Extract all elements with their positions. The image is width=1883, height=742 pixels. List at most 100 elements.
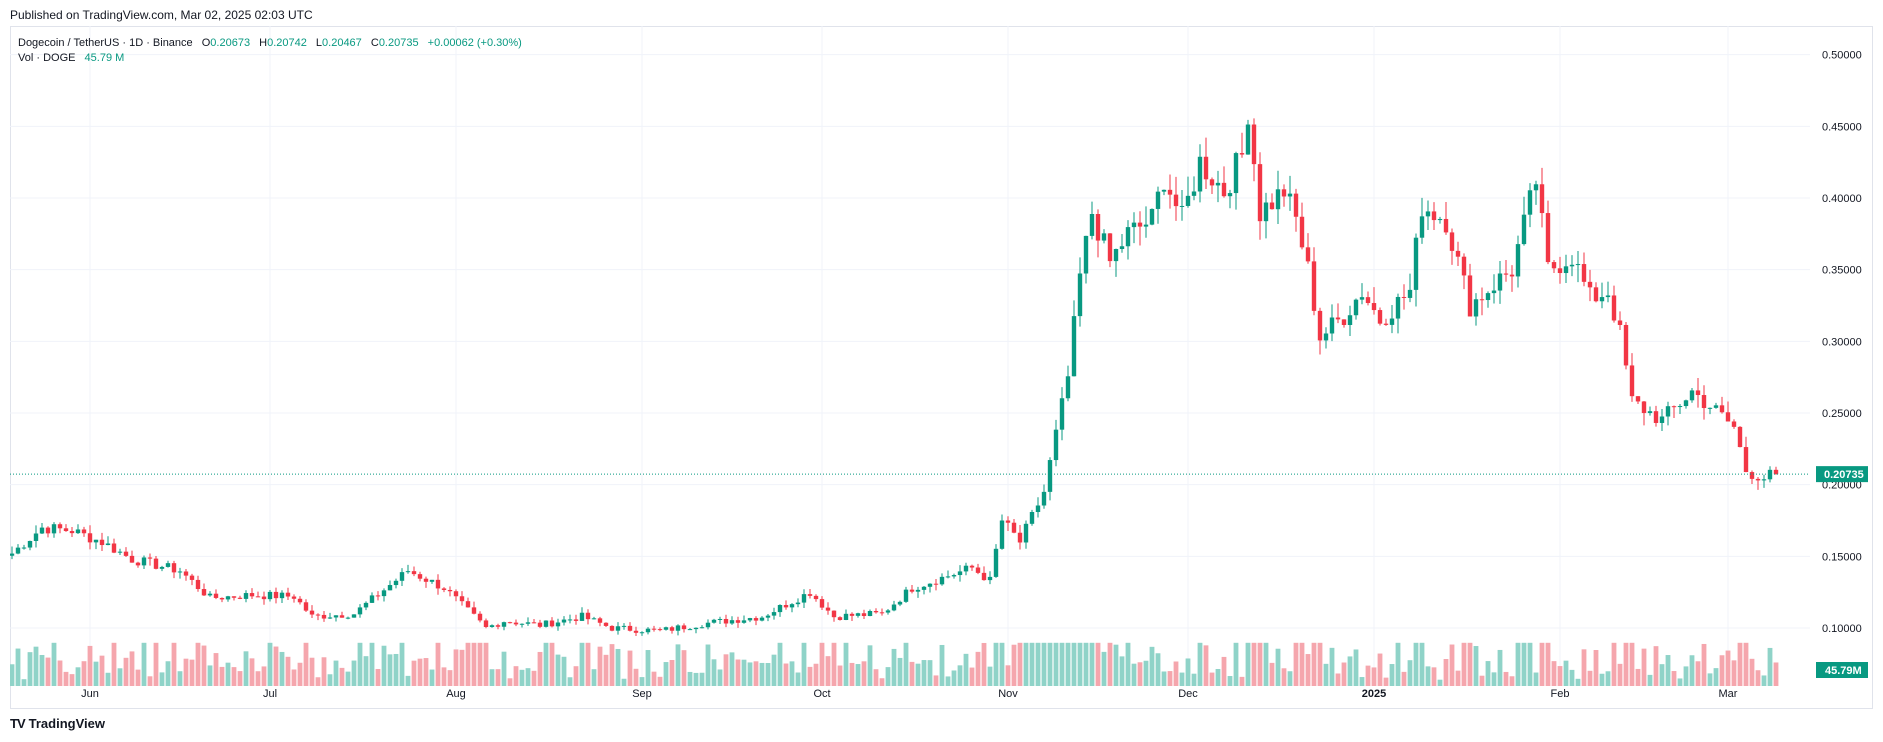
candle-body[interactable] [1389, 318, 1395, 325]
candle-body[interactable] [429, 579, 435, 582]
candle-body[interactable] [549, 620, 555, 627]
candle-body[interactable] [1773, 469, 1779, 475]
candle-body[interactable] [243, 593, 249, 599]
candle-body[interactable] [87, 533, 93, 543]
candle-body[interactable] [573, 619, 579, 621]
candle-body[interactable] [1107, 233, 1113, 262]
candle-body[interactable] [705, 622, 711, 628]
candle-body[interactable] [1035, 505, 1041, 513]
candle-body[interactable] [1761, 479, 1767, 481]
candle-body[interactable] [1497, 273, 1503, 291]
candle-body[interactable] [357, 607, 363, 615]
candle-body[interactable] [405, 571, 411, 573]
candle-body[interactable] [579, 612, 585, 621]
candle-body[interactable] [423, 578, 429, 582]
candle-body[interactable] [147, 557, 153, 559]
candle-body[interactable] [1173, 194, 1179, 207]
candle-body[interactable] [1269, 202, 1275, 210]
candle-body[interactable] [1317, 310, 1323, 341]
candle-body[interactable] [1197, 156, 1203, 192]
candle-body[interactable] [525, 622, 531, 624]
candle-body[interactable] [189, 575, 195, 580]
candle-body[interactable] [813, 595, 819, 600]
candle-body[interactable] [1017, 532, 1023, 543]
candle-body[interactable] [225, 596, 231, 600]
candle-body[interactable] [1119, 246, 1125, 249]
candle-body[interactable] [273, 591, 279, 599]
candle-body[interactable] [1041, 491, 1047, 506]
candle-body[interactable] [1059, 398, 1065, 430]
candle-body[interactable] [111, 543, 117, 553]
candle-body[interactable] [1155, 191, 1161, 209]
candle-body[interactable] [1503, 273, 1509, 275]
candle-body[interactable] [1053, 429, 1059, 461]
candle-body[interactable] [1245, 124, 1251, 155]
candle-body[interactable] [693, 627, 699, 630]
candle-body[interactable] [663, 627, 669, 630]
candle-body[interactable] [1473, 299, 1479, 317]
candle-body[interactable] [1233, 153, 1239, 194]
candle-body[interactable] [285, 592, 291, 597]
candle-body[interactable] [1593, 287, 1599, 302]
candle-body[interactable] [1605, 295, 1611, 298]
candle-body[interactable] [1533, 184, 1539, 191]
candle-body[interactable] [21, 547, 27, 549]
candle-body[interactable] [741, 620, 747, 623]
candle-body[interactable] [933, 583, 939, 585]
candle-body[interactable] [531, 622, 537, 624]
candle-body[interactable] [219, 597, 225, 600]
candle-body[interactable] [1569, 264, 1575, 267]
candle-body[interactable] [495, 625, 501, 627]
candle-body[interactable] [723, 618, 729, 624]
candle-body[interactable] [1479, 299, 1485, 301]
candle-body[interactable] [987, 576, 993, 581]
candle-body[interactable] [291, 596, 297, 599]
candle-body[interactable] [69, 531, 75, 534]
candle-body[interactable] [1515, 244, 1521, 277]
candle-body[interactable] [411, 571, 417, 575]
candle-body[interactable] [1131, 222, 1137, 228]
candle-body[interactable] [1299, 216, 1305, 248]
candle-body[interactable] [783, 605, 789, 608]
candle-body[interactable] [255, 596, 261, 598]
candle-body[interactable] [621, 625, 627, 627]
candle-body[interactable] [1095, 214, 1101, 241]
candle-body[interactable] [345, 617, 351, 619]
candle-body[interactable] [1209, 179, 1215, 186]
candle-body[interactable] [1065, 376, 1071, 399]
candle-body[interactable] [1431, 211, 1437, 221]
candle-body[interactable] [1527, 190, 1533, 215]
candle-body[interactable] [681, 625, 687, 630]
candle-body[interactable] [1113, 248, 1119, 262]
candle-body[interactable] [825, 607, 831, 611]
candle-body[interactable] [1395, 296, 1401, 319]
candle-body[interactable] [165, 563, 171, 567]
candle-body[interactable] [57, 524, 63, 529]
candle-body[interactable] [1749, 472, 1755, 479]
candle-body[interactable] [1419, 216, 1425, 238]
candle-body[interactable] [1167, 189, 1173, 195]
candle-body[interactable] [657, 629, 663, 631]
candle-body[interactable] [1551, 262, 1557, 269]
candle-body[interactable] [1047, 460, 1053, 492]
candle-body[interactable] [669, 627, 675, 631]
candle-body[interactable] [123, 551, 129, 556]
candle-body[interactable] [831, 610, 837, 618]
candle-body[interactable] [129, 555, 135, 563]
candle-body[interactable] [1305, 247, 1311, 262]
candle-body[interactable] [1311, 261, 1317, 311]
candle-body[interactable] [1539, 184, 1545, 214]
candle-body[interactable] [645, 628, 651, 633]
candle-body[interactable] [993, 548, 999, 577]
candle-body[interactable] [915, 589, 921, 592]
candle-body[interactable] [1203, 156, 1209, 180]
candle-body[interactable] [1221, 182, 1227, 197]
candle-body[interactable] [555, 622, 561, 627]
candle-body[interactable] [801, 594, 807, 603]
candle-body[interactable] [135, 562, 141, 566]
candle-body[interactable] [1413, 237, 1419, 290]
candle-body[interactable] [513, 622, 519, 625]
candle-body[interactable] [1563, 266, 1569, 274]
candle-body[interactable] [1599, 297, 1605, 302]
candle-body[interactable] [117, 551, 123, 553]
